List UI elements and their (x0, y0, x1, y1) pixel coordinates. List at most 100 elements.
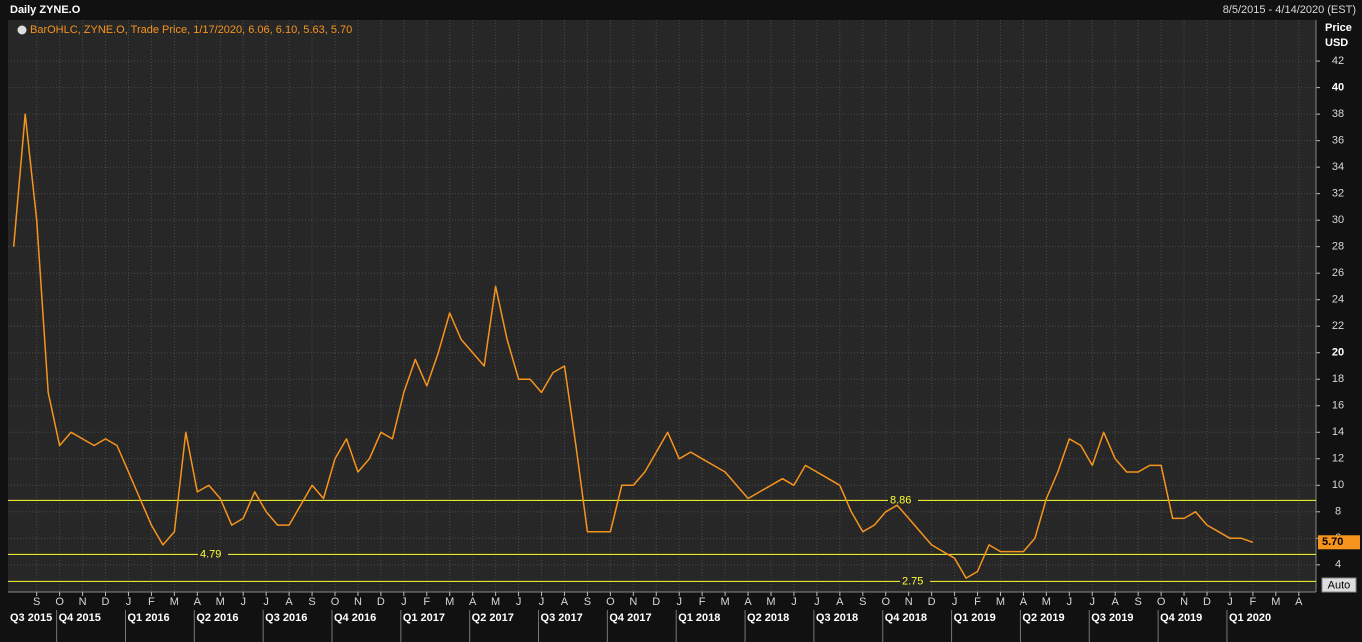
quarter-label: Q1 2020 (1229, 612, 1271, 624)
reference-label-bg (900, 575, 930, 588)
quarter-label: Q3 2018 (816, 612, 858, 624)
x-tick-label: M (445, 596, 454, 608)
x-tick-label: N (905, 596, 913, 608)
price-line (12, 113, 1254, 579)
x-tick-label: N (629, 596, 637, 608)
x-tick-label: M (491, 596, 500, 608)
reference-label-bg (888, 494, 918, 507)
x-tick-label: A (1112, 596, 1120, 608)
x-tick-label: N (354, 596, 362, 608)
quarter-label: Q1 2016 (127, 612, 169, 624)
x-tick-label: D (1203, 596, 1211, 608)
quarter-label: Q1 2018 (678, 612, 720, 624)
x-tick-label: M (170, 596, 179, 608)
y-tick-label: 42 (1332, 55, 1344, 67)
x-tick-label: S (584, 596, 591, 608)
legend-label: BarOHLC, ZYNE.O, Trade Price, 1/17/2020,… (30, 24, 352, 36)
x-tick-label: J (516, 596, 522, 608)
reference-label: 8.86 (890, 494, 911, 506)
x-tick-label: J (814, 596, 820, 608)
last-value-tag (1318, 535, 1360, 550)
x-tick-label: A (744, 596, 752, 608)
x-tick-label: J (1227, 596, 1233, 608)
quarter-label: Q4 2015 (59, 612, 101, 624)
x-tick-label: J (1090, 596, 1096, 608)
y-tick-label: 20 (1332, 347, 1344, 359)
x-tick-label: F (148, 596, 155, 608)
auto-button-label[interactable]: Auto (1328, 579, 1351, 591)
quarter-label: Q4 2017 (609, 612, 651, 624)
x-tick-label: O (331, 596, 340, 608)
x-tick-label: A (1020, 596, 1028, 608)
quarter-label: Q1 2017 (403, 612, 445, 624)
x-tick-label: J (263, 596, 269, 608)
x-tick-label: F (974, 596, 981, 608)
y-tick-label: 26 (1332, 267, 1344, 279)
y-tick-label: 34 (1332, 161, 1344, 173)
x-tick-label: A (561, 596, 569, 608)
quarter-label: Q3 2016 (265, 612, 307, 624)
x-tick-label: A (1295, 596, 1303, 608)
x-tick-label: S (308, 596, 315, 608)
x-tick-label: N (79, 596, 87, 608)
y-tick-label: 36 (1332, 135, 1344, 147)
x-tick-label: J (952, 596, 958, 608)
reference-label-bg (198, 548, 228, 561)
quarter-label: Q2 2018 (747, 612, 789, 624)
x-tick-label: O (881, 596, 890, 608)
x-tick-label: F (699, 596, 706, 608)
x-tick-label: F (1250, 596, 1257, 608)
y-axis-title: USD (1325, 37, 1348, 49)
x-tick-label: O (55, 596, 64, 608)
x-tick-label: D (928, 596, 936, 608)
date-range: 8/5/2015 - 4/14/2020 (EST) (1223, 4, 1356, 16)
x-tick-label: S (1134, 596, 1141, 608)
y-axis-title: Price (1325, 22, 1352, 34)
x-tick-label: S (33, 596, 40, 608)
x-tick-label: J (126, 596, 132, 608)
x-tick-label: M (1042, 596, 1051, 608)
x-tick-label: O (606, 596, 615, 608)
y-tick-label: 8 (1335, 506, 1341, 518)
x-tick-label: O (1157, 596, 1166, 608)
x-tick-label: J (401, 596, 407, 608)
x-tick-label: M (1271, 596, 1280, 608)
x-tick-label: A (194, 596, 202, 608)
quarter-label: Q4 2016 (334, 612, 376, 624)
quarter-label: Q4 2018 (885, 612, 927, 624)
x-tick-label: A (285, 596, 293, 608)
y-tick-label: 38 (1332, 108, 1344, 120)
quarter-label: Q2 2016 (196, 612, 238, 624)
x-tick-label: D (652, 596, 660, 608)
y-tick-label: 18 (1332, 373, 1344, 385)
legend-icon (17, 25, 27, 35)
quarter-label: Q4 2019 (1160, 612, 1202, 624)
y-tick-label: 14 (1332, 426, 1344, 438)
last-value-label: 5.70 (1322, 536, 1343, 548)
y-tick-label: 30 (1332, 214, 1344, 226)
x-tick-label: N (1180, 596, 1188, 608)
auto-button[interactable] (1321, 577, 1357, 593)
x-tick-label: M (996, 596, 1005, 608)
y-tick-label: 16 (1332, 400, 1344, 412)
x-tick-label: J (1067, 596, 1073, 608)
y-tick-label: 24 (1332, 294, 1344, 306)
x-tick-label: J (240, 596, 246, 608)
x-tick-label: J (676, 596, 682, 608)
x-tick-label: S (859, 596, 866, 608)
x-tick-label: J (539, 596, 545, 608)
quarter-label: Q2 2017 (472, 612, 514, 624)
x-tick-label: M (721, 596, 730, 608)
chart-title: Daily ZYNE.O (10, 4, 81, 16)
quarter-label: Q2 2019 (1022, 612, 1064, 624)
y-tick-label: 12 (1332, 453, 1344, 465)
y-tick-label: 22 (1332, 320, 1344, 332)
y-tick-label: 28 (1332, 241, 1344, 253)
reference-label: 4.79 (200, 548, 221, 560)
plot-area (8, 20, 1316, 592)
y-tick-label: 10 (1332, 479, 1344, 491)
x-tick-label: M (766, 596, 775, 608)
y-tick-label: 4 (1335, 559, 1341, 571)
x-tick-label: D (102, 596, 110, 608)
